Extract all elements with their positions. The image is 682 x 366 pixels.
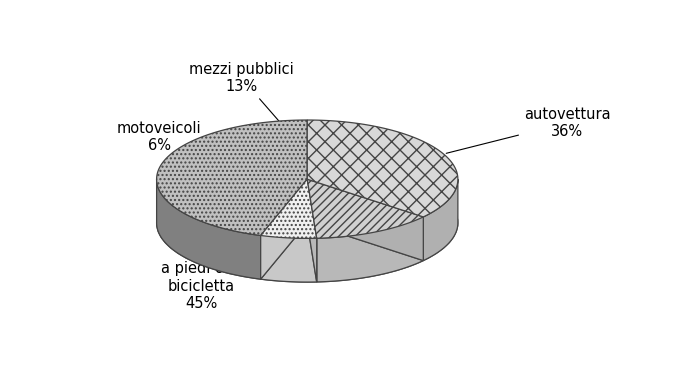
Polygon shape [424, 179, 458, 261]
Text: a piedi o in
bicicletta
45%: a piedi o in bicicletta 45% [161, 174, 242, 311]
Polygon shape [261, 179, 307, 279]
Polygon shape [261, 179, 316, 238]
Polygon shape [307, 120, 458, 217]
Polygon shape [261, 235, 316, 282]
Polygon shape [157, 179, 261, 279]
Ellipse shape [157, 164, 458, 282]
Text: autovettura
36%: autovettura 36% [446, 107, 610, 153]
Polygon shape [307, 179, 424, 238]
Polygon shape [316, 217, 424, 282]
Polygon shape [307, 179, 316, 282]
Text: mezzi pubblici
13%: mezzi pubblici 13% [189, 61, 374, 230]
Text: motoveicoli
6%: motoveicoli 6% [117, 121, 286, 236]
Polygon shape [307, 179, 424, 261]
Polygon shape [307, 179, 424, 261]
Polygon shape [157, 120, 307, 235]
Polygon shape [261, 179, 307, 279]
Polygon shape [307, 179, 316, 282]
